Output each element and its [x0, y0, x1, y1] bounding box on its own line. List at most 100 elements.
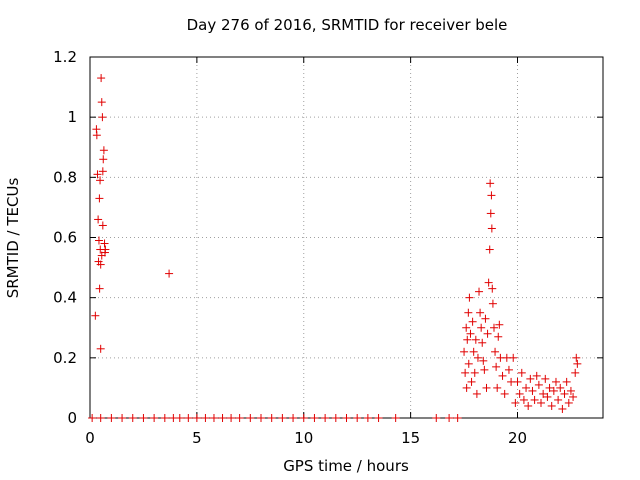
- data-point: [473, 353, 482, 362]
- data-point: [184, 414, 193, 422]
- x-axis-label: GPS time / hours: [283, 457, 409, 475]
- data-point: [432, 414, 441, 422]
- chart-title: Day 276 of 2016, SRMTID for receiver bel…: [187, 16, 508, 34]
- y-tick-label: 1.2: [53, 48, 77, 66]
- data-point: [487, 224, 496, 233]
- y-axis-label: SRMTID / TECUs: [4, 178, 22, 299]
- x-tick-label: 10: [294, 429, 313, 447]
- data-point: [94, 215, 103, 224]
- data-point: [480, 365, 489, 374]
- data-point: [88, 414, 97, 422]
- y-tick-label: 0.2: [53, 349, 77, 367]
- data-point: [556, 383, 565, 392]
- data-point: [469, 347, 478, 356]
- data-point: [209, 414, 218, 422]
- data-point: [489, 323, 498, 332]
- data-point: [545, 383, 554, 392]
- data-point: [515, 389, 524, 398]
- data-point: [569, 392, 578, 401]
- data-point: [543, 392, 552, 401]
- data-point: [218, 414, 227, 422]
- data-point: [107, 414, 116, 422]
- data-points: [88, 74, 582, 422]
- data-point: [549, 386, 558, 395]
- data-point: [573, 359, 582, 368]
- data-point: [96, 414, 105, 422]
- data-point: [541, 374, 550, 383]
- data-point: [331, 414, 340, 422]
- data-point: [374, 414, 383, 422]
- data-point: [484, 278, 493, 287]
- data-point: [97, 74, 106, 83]
- data-point: [165, 269, 174, 278]
- data-point: [491, 347, 500, 356]
- data-point: [478, 338, 487, 347]
- data-point: [94, 236, 103, 245]
- data-point: [517, 368, 526, 377]
- data-point: [466, 329, 475, 338]
- data-point: [93, 170, 102, 179]
- data-point: [528, 386, 537, 395]
- data-point: [524, 401, 533, 410]
- data-point: [488, 284, 497, 293]
- data-point: [485, 245, 494, 254]
- data-point: [160, 414, 169, 422]
- data-point: [267, 414, 276, 422]
- data-point: [98, 221, 107, 230]
- data-point: [486, 209, 495, 218]
- data-point: [128, 414, 137, 422]
- data-point: [472, 389, 481, 398]
- data-point: [479, 356, 488, 365]
- data-point: [453, 414, 462, 422]
- data-point: [299, 414, 308, 422]
- data-point: [477, 323, 486, 332]
- data-point: [100, 239, 109, 248]
- y-tick-label: 0.8: [53, 168, 77, 186]
- data-point: [468, 317, 477, 326]
- data-point: [257, 414, 265, 422]
- x-tick-label: 15: [401, 429, 420, 447]
- data-point: [97, 98, 106, 107]
- y-tick-label: 0.6: [53, 229, 77, 247]
- data-point: [522, 383, 531, 392]
- grid-layer: [90, 57, 603, 418]
- data-point: [513, 377, 522, 386]
- data-point: [476, 308, 485, 317]
- data-point: [539, 389, 548, 398]
- data-point: [486, 179, 495, 188]
- data-point: [98, 167, 107, 176]
- data-point: [519, 395, 528, 404]
- data-point: [494, 332, 503, 341]
- data-point: [150, 414, 159, 422]
- data-point: [278, 414, 287, 422]
- data-point: [462, 383, 471, 392]
- data-point: [175, 414, 184, 422]
- data-point: [445, 414, 454, 422]
- data-point: [488, 299, 497, 308]
- data-point: [547, 401, 556, 410]
- data-point: [566, 386, 575, 395]
- data-point: [464, 359, 473, 368]
- data-point: [500, 389, 509, 398]
- data-point: [564, 398, 573, 407]
- data-point: [492, 362, 501, 371]
- data-point: [464, 308, 473, 317]
- data-point: [391, 414, 400, 422]
- data-point: [463, 335, 472, 344]
- data-point: [467, 377, 476, 386]
- data-point: [101, 245, 110, 254]
- data-point: [99, 146, 108, 155]
- data-point: [551, 377, 560, 386]
- data-point: [95, 284, 104, 293]
- data-point: [554, 395, 563, 404]
- data-point: [471, 335, 480, 344]
- x-tick-label: 0: [85, 429, 95, 447]
- data-point: [192, 414, 201, 422]
- data-point: [530, 395, 539, 404]
- data-point: [118, 414, 127, 422]
- data-point: [511, 398, 520, 407]
- data-point: [482, 383, 491, 392]
- y-tick-label: 0: [67, 409, 77, 427]
- data-point: [495, 320, 504, 329]
